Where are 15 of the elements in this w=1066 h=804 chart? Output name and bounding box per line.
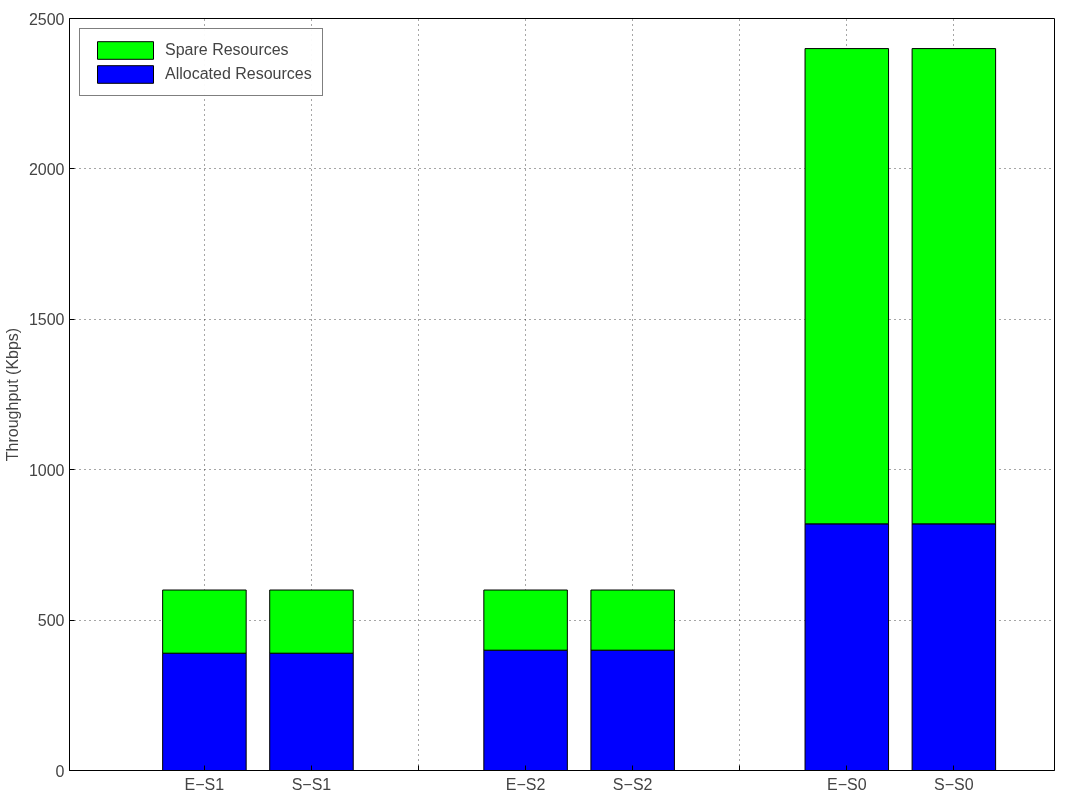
x-tick-label: S−S2 xyxy=(612,775,653,793)
x-tick-label: E−S2 xyxy=(505,775,546,793)
x-tick-label: E−S1 xyxy=(184,775,225,793)
y-tick-label: 500 xyxy=(37,612,65,630)
legend-label: Spare Resources xyxy=(165,41,289,59)
legend-label: Allocated Resources xyxy=(165,65,312,83)
y-tick-label: 0 xyxy=(55,762,65,780)
x-tick-label: E−S0 xyxy=(827,775,867,793)
x-tick-label: S−S1 xyxy=(291,775,332,793)
y-tick-label: 1000 xyxy=(28,461,65,479)
y-axis-title: Throughput (Kbps) xyxy=(3,327,21,462)
y-tick-label: 1500 xyxy=(28,311,65,329)
y-tick-label: 2500 xyxy=(28,10,65,28)
x-tick-label: S−S0 xyxy=(934,775,974,793)
y-tick-label: 2000 xyxy=(28,160,65,178)
